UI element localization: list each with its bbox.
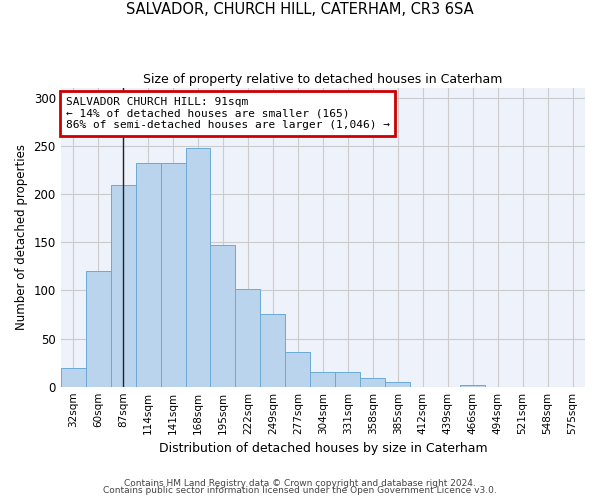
Text: Contains public sector information licensed under the Open Government Licence v3: Contains public sector information licen… (103, 486, 497, 495)
Bar (260, 314, 286, 386)
Bar (335, 372, 360, 386)
Bar (385, 382, 410, 386)
Bar (310, 372, 335, 386)
Bar (235, 290, 260, 386)
Bar (286, 352, 310, 386)
Title: Size of property relative to detached houses in Caterham: Size of property relative to detached ho… (143, 72, 503, 86)
Bar (110, 186, 136, 386)
Bar (161, 163, 185, 386)
Bar (185, 148, 211, 386)
Bar (86, 271, 110, 386)
Text: Contains HM Land Registry data © Crown copyright and database right 2024.: Contains HM Land Registry data © Crown c… (124, 478, 476, 488)
Text: SALVADOR, CHURCH HILL, CATERHAM, CR3 6SA: SALVADOR, CHURCH HILL, CATERHAM, CR3 6SA (126, 2, 474, 18)
Bar (211, 245, 235, 386)
Bar (460, 385, 485, 386)
Bar (61, 368, 86, 386)
Text: SALVADOR CHURCH HILL: 91sqm
← 14% of detached houses are smaller (165)
86% of se: SALVADOR CHURCH HILL: 91sqm ← 14% of det… (66, 97, 390, 130)
X-axis label: Distribution of detached houses by size in Caterham: Distribution of detached houses by size … (158, 442, 487, 455)
Y-axis label: Number of detached properties: Number of detached properties (15, 144, 28, 330)
Bar (360, 378, 385, 386)
Bar (136, 163, 161, 386)
